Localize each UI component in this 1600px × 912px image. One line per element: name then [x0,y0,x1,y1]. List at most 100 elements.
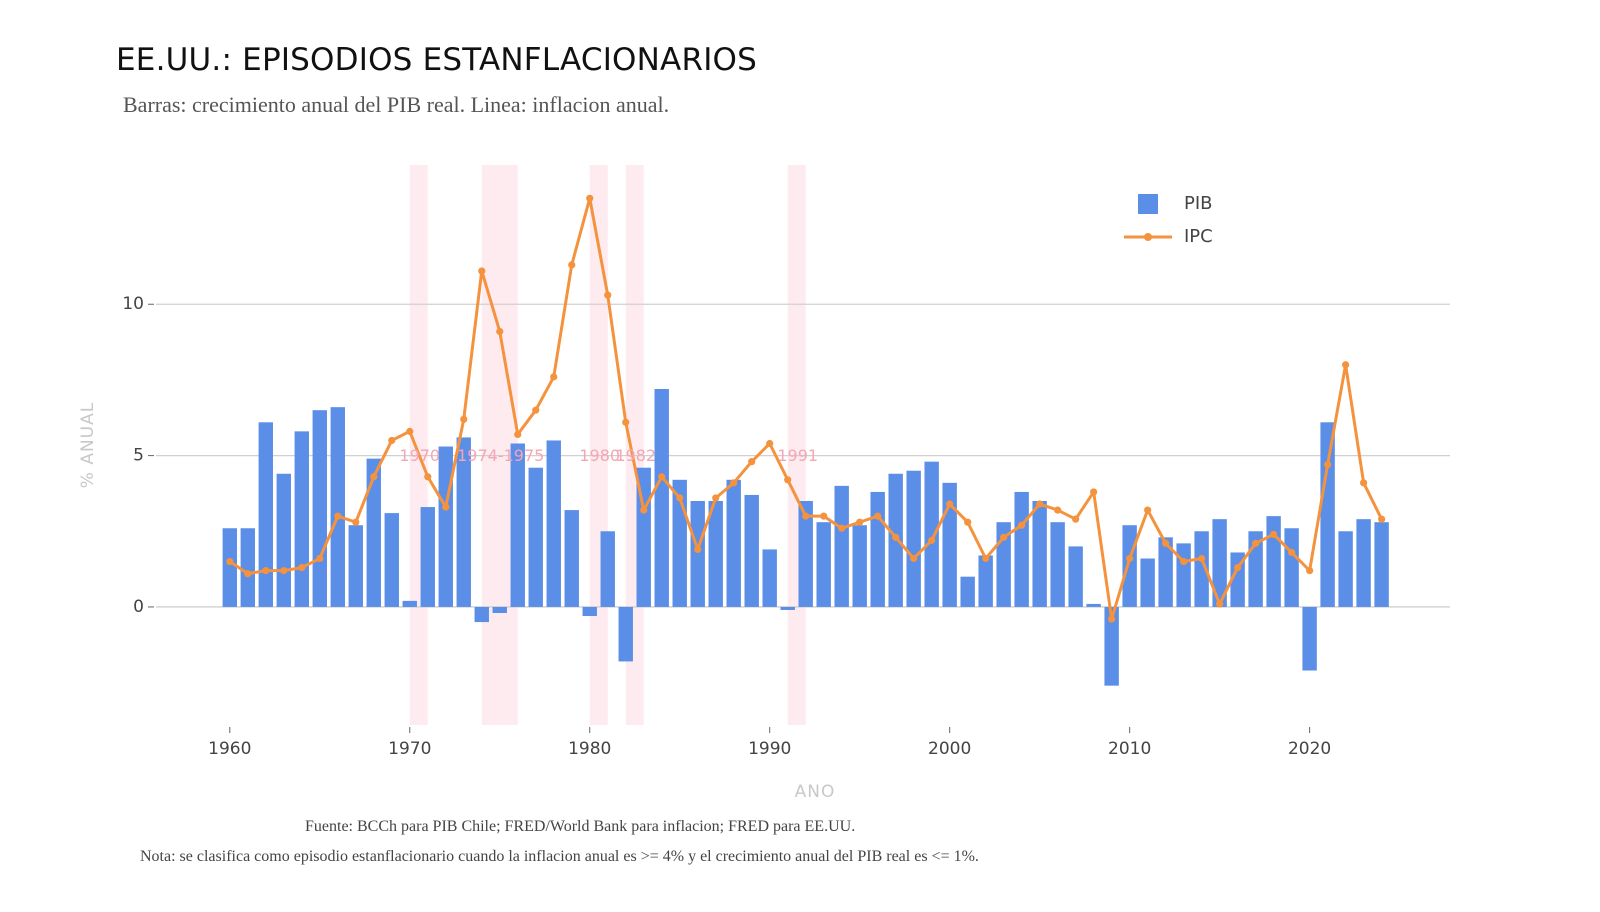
pib-bar [222,528,237,607]
ipc-point [1216,600,1224,608]
episode-band [409,165,428,725]
pib-bar [708,501,723,607]
pib-bar [1212,519,1227,607]
pib-bar [312,410,327,607]
episode-label: 1980 [579,446,620,465]
ipc-point [658,473,666,481]
pib-bar [690,501,705,607]
pib-bar [1032,501,1047,607]
pib-bar [492,606,507,613]
ipc-point [478,267,486,275]
pib-bar [276,473,291,607]
pib-bar [1140,558,1155,607]
y-tick-label: 0 [133,597,144,617]
pib-bar [1014,491,1029,607]
ipc-point [280,567,288,575]
pib-bar [1068,546,1083,607]
ipc-point [1378,515,1386,523]
ipc-line [226,194,1386,623]
ipc-point [424,473,432,481]
ipc-point [1054,506,1062,514]
pib-bar [600,531,615,607]
ipc-point [496,327,504,336]
ipc-point [1324,461,1332,469]
ipc-point [694,545,702,554]
ipc-point [586,194,594,202]
pib-bar [1176,543,1191,607]
pib-bar [798,501,813,607]
pib-bar [870,491,885,607]
ipc-point [1270,530,1278,538]
ipc-point [1234,563,1242,572]
legend-label-pib: PIB [1184,193,1213,214]
ipc-point [1180,557,1188,566]
x-tick-label: 1960 [208,739,251,759]
ipc-point [730,479,738,487]
pib-bar [1338,531,1353,607]
episode-band [787,165,806,725]
pib-bar [1158,537,1173,607]
legend[interactable]: PIB IPC [1124,193,1213,247]
ipc-point [550,373,558,381]
ipc-point [1018,521,1026,529]
ipc-point [604,291,612,299]
ipc-point [244,570,252,578]
ipc-point [514,430,522,439]
pib-bar [852,525,867,607]
pib-bar [456,437,471,607]
ipc-point [640,506,648,514]
ipc-point [622,418,630,426]
pib-bar [762,549,777,607]
pib-bar [582,606,597,617]
pib-bar [384,513,399,607]
legend-swatch-pib [1138,194,1158,214]
ipc-point [298,563,306,572]
pib-bar [348,525,363,607]
chart-title: EE.UU.: EPISODIOS ESTANFLACIONARIOS [116,42,758,78]
ipc-point [1072,515,1080,523]
ipc-point [982,554,990,563]
ipc-point [262,567,270,575]
pib-bar [420,507,435,607]
legend-label-ipc: IPC [1184,226,1213,247]
ipc-point [442,503,450,511]
pib-bar [1122,525,1137,607]
chart-subtitle: Barras: crecimiento anual del PIB real. … [123,92,670,117]
ipc-point [874,512,882,520]
pib-bar [1050,522,1065,607]
ipc-point [802,512,810,520]
pib-bar [654,389,669,607]
ipc-point [1090,488,1098,496]
pib-bar [1194,531,1209,607]
ipc-point [1126,554,1134,563]
pib-bar [744,494,759,607]
pib-bar [780,606,795,610]
pib-bar [258,422,273,607]
ipc-point [1000,533,1008,541]
ipc-point [568,261,576,269]
x-tick-label: 2020 [1288,739,1331,759]
x-axis-title: ANO [795,782,836,802]
pib-bar [1302,606,1317,671]
pib-bar [528,467,543,607]
pib-bar [546,440,561,607]
ipc-point [460,415,468,423]
ipc-point [838,524,846,532]
pib-bar [618,606,633,662]
ipc-point [1198,554,1206,563]
axes: 0 5 10 1960 1970 1980 1990 2000 2010 2020 ANO % ANU… [78,294,1331,802]
ipc-point [856,518,864,526]
pib-bar [726,479,741,607]
pib-bar [294,431,309,607]
pib-bar [1230,552,1245,607]
ipc-point [946,500,954,508]
pib-bar [1086,603,1101,607]
pib-bar [1356,519,1371,607]
ipc-point [1288,548,1296,557]
ipc-point [910,554,918,563]
pib-bar [402,600,417,607]
ipc-point [820,512,828,520]
ipc-point [352,518,360,526]
y-tick-label: 10 [122,294,144,314]
